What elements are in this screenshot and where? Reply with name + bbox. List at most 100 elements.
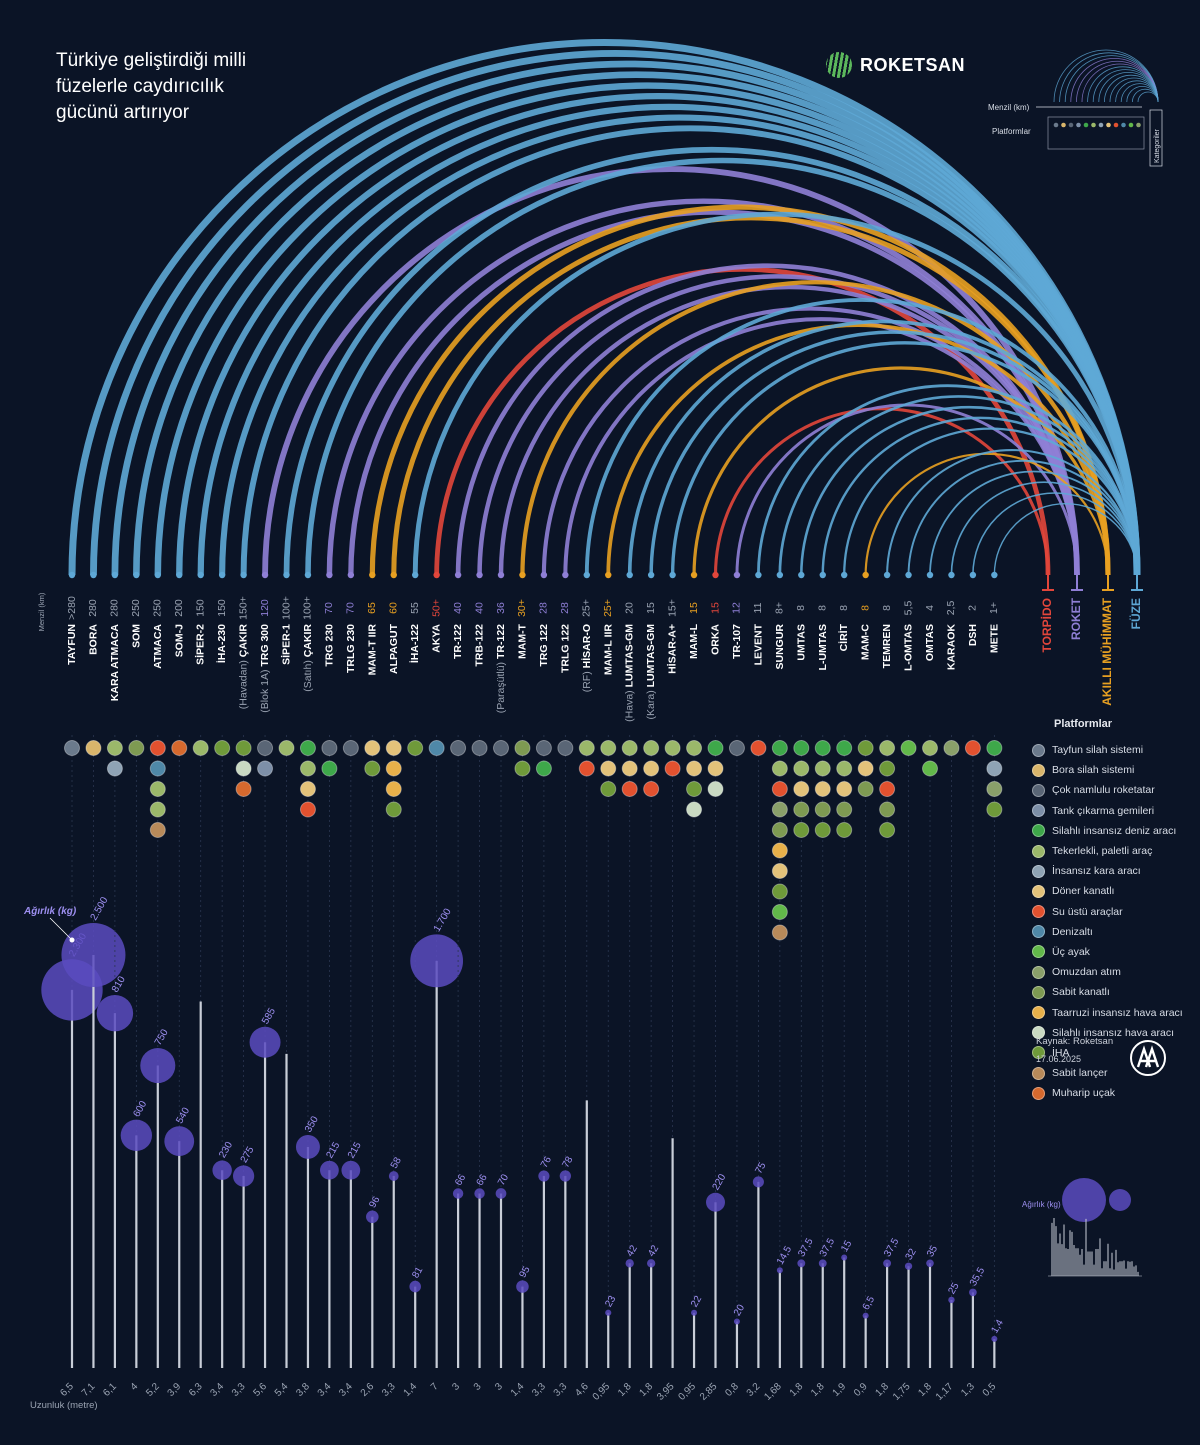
length-label: 0,5 — [981, 1381, 999, 1399]
arc-end-dot — [454, 571, 462, 579]
weight-label: 58 — [389, 1155, 404, 1171]
missile-name-text: HİSAR-O — [580, 624, 593, 668]
weight-label: 22 — [689, 1294, 704, 1310]
arc-end-dot — [304, 571, 312, 579]
platform-legend-items: Tayfun silah sistemi Bora silah sistemi Ço… — [1032, 740, 1197, 1103]
range-value: 11 — [752, 602, 764, 613]
length-label: 3,9 — [166, 1381, 184, 1399]
arc-end-dot — [326, 571, 333, 579]
platform-icon — [879, 760, 896, 777]
platform-icon — [664, 740, 681, 756]
length-label: 2,6 — [359, 1381, 377, 1399]
length-axis-label: Uzunluk (metre) — [30, 1400, 98, 1411]
missile-name: L-UMTAS — [817, 624, 829, 670]
missile-name-text: SOM — [130, 624, 142, 648]
brand-name: ROKETSAN — [860, 54, 966, 75]
platform-icon — [321, 740, 338, 756]
platform-icon — [85, 740, 102, 756]
range-arc — [262, 166, 1080, 576]
missile-name: TRLG 230 — [345, 624, 357, 673]
missile-name: SİPER-2 — [193, 624, 206, 665]
missile-name-text: SİPER-2 — [193, 624, 206, 665]
platform-icon — [793, 781, 810, 797]
range-value: 28 — [559, 602, 571, 614]
arc-end-dot — [969, 571, 977, 579]
platform-icon — [600, 740, 617, 756]
weight-label: 2.500 — [89, 895, 111, 923]
missile-name: TRB-122 — [473, 624, 485, 667]
arc-end-dot — [733, 571, 741, 579]
category-label: FÜZE — [1128, 598, 1143, 629]
weight-bubble — [841, 1254, 848, 1261]
key-categories-label: Kategoriler — [1154, 128, 1161, 163]
weight-label: 35 — [925, 1243, 940, 1259]
roketsan-logo: ROKETSAN — [826, 52, 965, 78]
weight-label: 66 — [453, 1172, 468, 1188]
missile-name-text: TRLG 122 — [559, 624, 571, 673]
length-label: 0,95 — [676, 1381, 698, 1403]
arc-end-dot — [583, 571, 590, 579]
platform-icon — [106, 760, 123, 777]
roketsan-logo-icon — [826, 52, 852, 78]
platform-legend-item: İnsansız kara aracı — [1032, 861, 1197, 881]
platform-icon — [814, 822, 831, 838]
range-value: 15+ — [666, 599, 678, 617]
missile-name: KARA ATMACA — [109, 624, 121, 702]
range-value: 30+ — [516, 599, 528, 617]
missile-name-text: CİRİT — [837, 623, 850, 651]
length-label: 3,2 — [745, 1381, 763, 1399]
missile-name: (Havadan) ÇAKIR — [237, 624, 249, 710]
arc-end-dot — [755, 571, 762, 579]
platform-icon — [128, 740, 145, 756]
platform-label: Tayfun silah sistemi — [1052, 744, 1144, 757]
arc-end-dot — [540, 571, 548, 579]
category-label: ROKET — [1069, 597, 1083, 640]
length-label: 1,9 — [831, 1381, 849, 1399]
weight-bubble — [452, 1188, 464, 1199]
weight-bubble — [320, 1160, 339, 1180]
range-value: 50+ — [430, 599, 442, 617]
missile-name-text: SİPER-1 — [279, 624, 292, 665]
platform-icon — [1032, 1026, 1045, 1040]
weight-bubble — [969, 1288, 977, 1297]
missile-name-text: UMTAS — [795, 624, 807, 661]
length-label: 1,17 — [934, 1381, 956, 1403]
arc-end-dot — [926, 571, 934, 579]
arc-end-dot — [154, 571, 161, 579]
missile-name-text: BORA — [87, 624, 99, 655]
length-label: 0,9 — [852, 1381, 870, 1399]
range-arc — [412, 211, 1140, 576]
platform-icon — [1032, 743, 1045, 757]
key-platform-dot — [1128, 122, 1134, 128]
missile-name-text: TRG 230 — [323, 624, 335, 667]
platform-icon — [814, 740, 831, 756]
range-arc — [843, 427, 1139, 576]
platform-icon — [857, 760, 874, 777]
platform-icon — [535, 760, 552, 777]
platform-icon — [836, 740, 853, 756]
platform-icon — [643, 781, 660, 797]
range-value: 8 — [817, 605, 829, 611]
platform-icon — [493, 740, 509, 756]
platform-icon — [1032, 844, 1045, 858]
arc-end-dot — [905, 571, 912, 579]
missile-name-text: TRB-122 — [473, 624, 485, 667]
date-note: 17.06.2025 — [1036, 1054, 1082, 1064]
arc-end-dot — [476, 571, 483, 579]
missile-name-text: MAM-L IIR — [602, 624, 614, 676]
platform-label: Tank çıkarma gemileri — [1052, 804, 1155, 817]
missile-name: (RF) HİSAR-O — [580, 624, 593, 692]
weight-bubble — [625, 1259, 634, 1268]
platform-icon — [943, 740, 960, 756]
platform-icon — [771, 842, 788, 859]
missile-name-text: LEVENT — [752, 623, 764, 665]
range-value: 250 — [130, 599, 142, 617]
weight-bubble — [249, 1026, 281, 1058]
missile-name: TAYFUN — [66, 624, 78, 665]
weight-annotation: Ağırlık (kg) — [23, 906, 77, 917]
range-value: 100+ — [302, 596, 314, 620]
range-value: 200 — [173, 599, 185, 617]
arc-end-dot — [841, 571, 848, 579]
range-arc — [627, 319, 1139, 576]
platform-icon — [342, 740, 359, 756]
